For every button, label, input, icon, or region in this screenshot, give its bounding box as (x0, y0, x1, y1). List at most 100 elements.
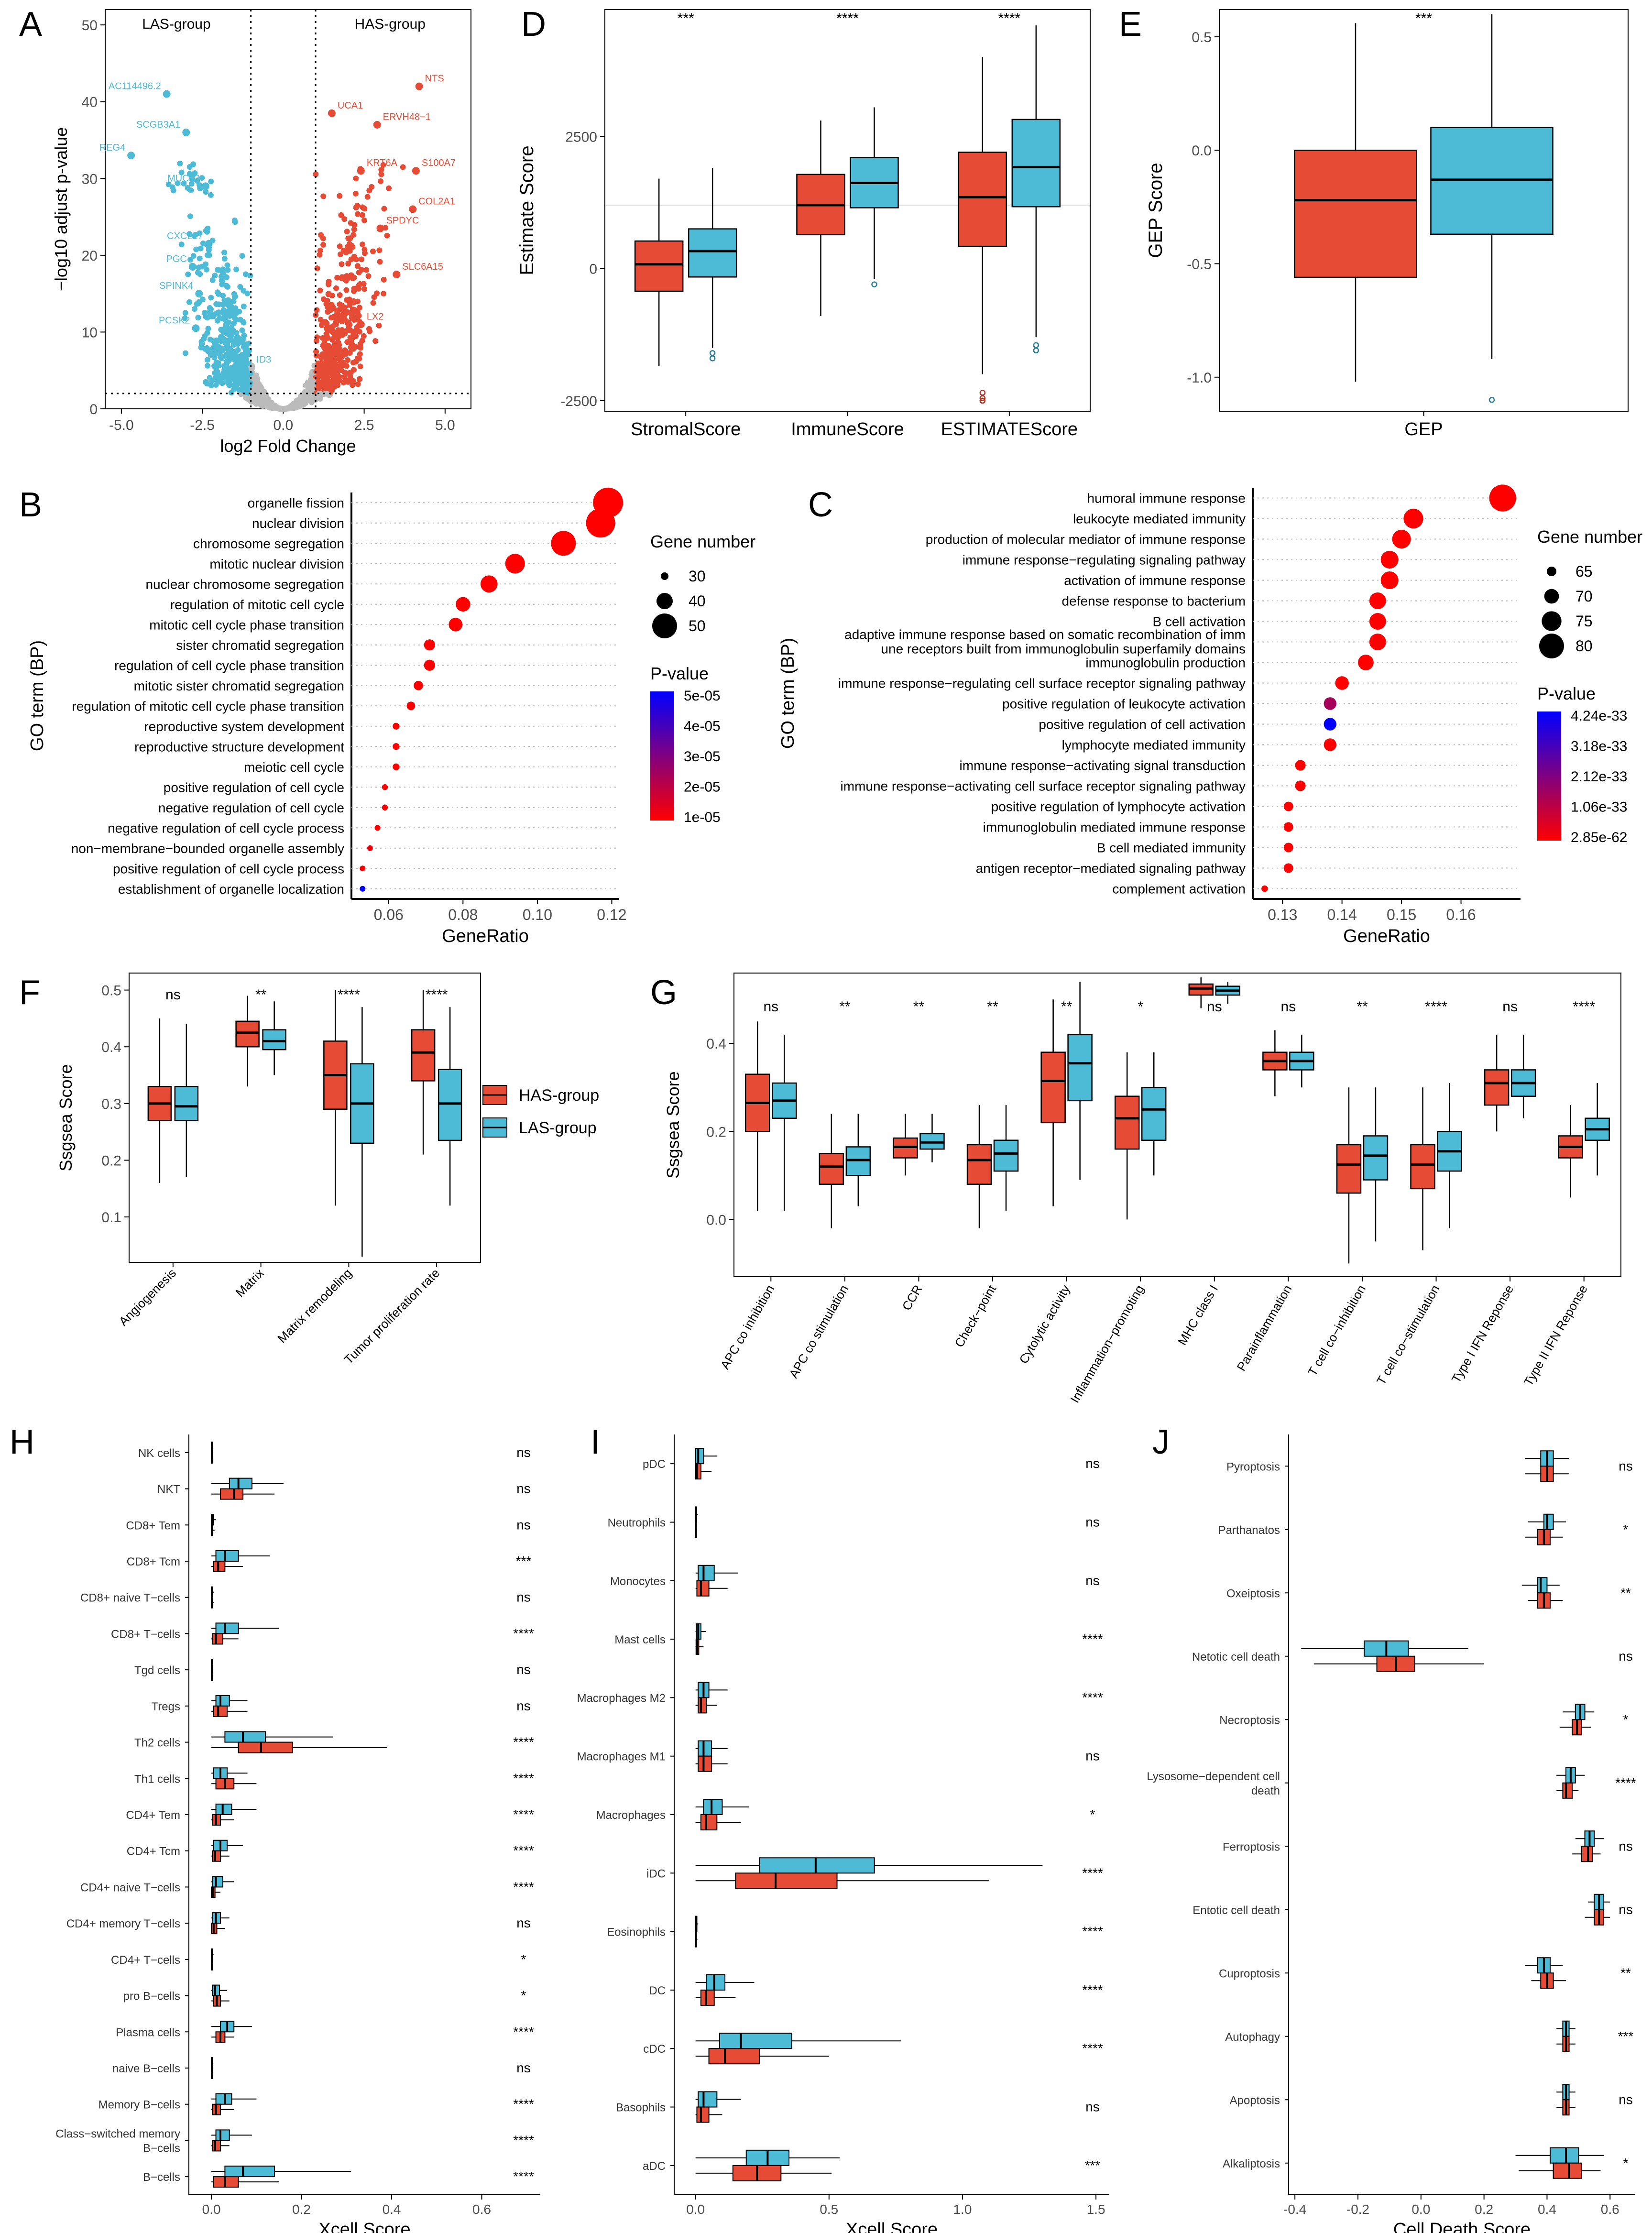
has-gene-point (381, 291, 387, 297)
panel-letter-h: H (10, 1423, 34, 1461)
labeled-gene-point (357, 320, 365, 328)
significance-label: **** (513, 1843, 534, 1858)
box-outlier (1033, 342, 1039, 349)
box-has-group (695, 1522, 698, 1538)
has-gene-point (313, 171, 319, 177)
has-gene-point (343, 351, 349, 357)
has-gene-point (378, 167, 384, 173)
has-gene-point (342, 248, 349, 254)
las-gene-point (227, 374, 233, 381)
panel-letter-g: G (650, 974, 677, 1012)
box-body (759, 1857, 875, 1874)
has-gene-point (317, 252, 323, 258)
las-gene-point (220, 271, 227, 277)
las-gene-point (221, 250, 228, 256)
has-gene-point (325, 281, 331, 287)
color-legend-label: 4.24e-33 (1571, 708, 1627, 724)
box-has-group (211, 2103, 234, 2115)
y-tick-label: 0 (589, 262, 597, 277)
y-category-label: Memory B−cells (98, 2099, 180, 2112)
las-gene-point (193, 246, 199, 252)
gene-label: COL2A1 (418, 197, 455, 207)
las-gene-point (242, 271, 249, 277)
box-las-group (211, 1804, 257, 1815)
box-body (235, 1020, 260, 1048)
significance-label: ns (516, 1916, 531, 1930)
las-gene-point (217, 347, 223, 353)
significance-label: **** (513, 2024, 534, 2039)
go-term-dot (393, 722, 400, 730)
has-gene-point (319, 335, 326, 341)
box-has-group (1410, 1087, 1435, 1250)
y-category-label: Basophils (616, 2102, 666, 2114)
significance-label: **** (1082, 1924, 1103, 1939)
x-tick-label: -2.5 (190, 417, 215, 433)
box-body (1553, 2162, 1582, 2179)
has-gene-point (333, 320, 339, 326)
box-body (215, 1550, 239, 1562)
las-gene-point (231, 217, 238, 223)
y-category-label: B−cells (143, 2171, 180, 2184)
las-gene-point (234, 361, 240, 367)
x-axis-label: Xcell Score (846, 2220, 938, 2233)
box-body (213, 1705, 228, 1717)
significance-label: **** (1615, 1775, 1636, 1790)
box-las-group (1563, 1704, 1595, 1720)
has-gene-point (327, 378, 333, 384)
x-category-label: Check−point (952, 1282, 999, 1349)
box-las-group (695, 1448, 717, 1465)
x-tick-label: 0.12 (597, 906, 626, 923)
has-gene-point (339, 261, 345, 267)
significance-label: * (1623, 1712, 1629, 1727)
box-body (1114, 1095, 1140, 1150)
significance-label: * (521, 1988, 526, 2003)
go-term-dot (1283, 822, 1293, 832)
go-term-label: B cell mediated immunity (1097, 841, 1246, 855)
y-category-label: Macrophages (596, 1809, 666, 1822)
las-gene-point (192, 170, 198, 176)
size-legend-title: Gene number (1537, 527, 1642, 547)
y-category-label: B−cells (143, 2142, 180, 2155)
box-outlier (1488, 397, 1495, 403)
gene-label: SPINK4 (159, 281, 193, 291)
x-category-label: ESTIMATEScore (941, 419, 1078, 439)
significance-label: ns (516, 1662, 531, 1677)
gene-label: KRT6A (367, 158, 398, 168)
size-legend-dot (1542, 611, 1562, 631)
ns-gene-point (310, 378, 316, 384)
box-las-group (1515, 2147, 1604, 2164)
box-las-group (211, 1586, 214, 1598)
has-gene-point (338, 363, 344, 370)
significance-label: **** (513, 1735, 534, 1750)
gene-label: NTS (425, 74, 444, 84)
has-gene-point (320, 241, 327, 248)
y-category-label: CD8+ naive T−cells (80, 1592, 180, 1605)
has-gene-point (347, 235, 353, 241)
box-body (1011, 119, 1061, 208)
y-category-label: Tregs (152, 1700, 180, 1713)
gene-label: AC114496.2 (109, 81, 161, 92)
has-gene-point (343, 363, 350, 369)
size-legend-dot (652, 613, 677, 638)
box-body (696, 2106, 710, 2123)
box-has-group (411, 990, 436, 1155)
box-has-group (1556, 2036, 1575, 2052)
has-gene-point (384, 232, 390, 239)
y-category-label: Th1 cells (134, 1773, 180, 1785)
significance-label: **** (426, 987, 448, 1003)
has-gene-point (328, 315, 334, 321)
significance-label: **** (338, 987, 360, 1003)
go-term-dot (1380, 550, 1399, 569)
color-legend-title: P-value (1537, 684, 1596, 703)
box-las-group (695, 1506, 698, 1523)
x-tick-label: 0.2 (1475, 2202, 1493, 2217)
x-tick-label: 0.10 (523, 906, 552, 923)
go-term-label: nuclear chromosome segregation (145, 577, 344, 591)
box-outlier (979, 395, 986, 401)
box-las-group (1556, 2020, 1575, 2037)
has-gene-point (370, 300, 376, 306)
significance-label: **** (513, 2133, 534, 2147)
box-has-group (211, 2031, 234, 2043)
las-gene-point (220, 307, 227, 313)
